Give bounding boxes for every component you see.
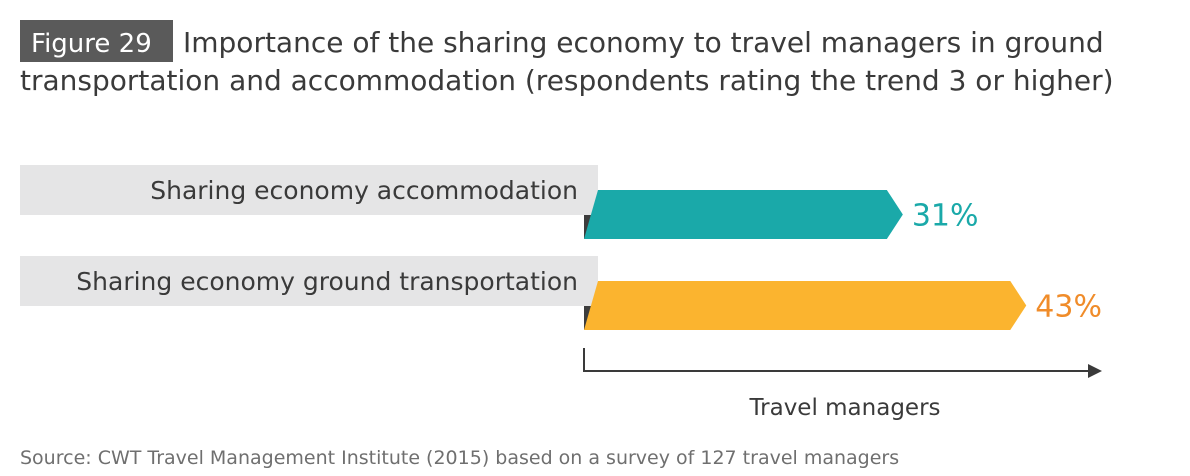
bar-ground-transportation — [584, 281, 1027, 330]
value-label-ground-transportation: 43% — [1035, 290, 1102, 325]
chart-title-line-2: transportation and accommodation (respon… — [20, 64, 1114, 97]
value-label-accommodation: 31% — [912, 199, 979, 234]
bar-accommodation — [584, 190, 903, 239]
category-label-ground-transportation: Sharing economy ground transportation — [76, 267, 578, 296]
figure-tag-label: Figure 29 — [31, 29, 152, 59]
x-axis-label: Travel managers — [748, 395, 940, 421]
category-label-accommodation: Sharing economy accommodation — [150, 176, 578, 205]
x-axis-arrow — [1088, 364, 1102, 378]
chart-title-line-1: Importance of the sharing economy to tra… — [183, 26, 1104, 59]
category-label-bg-ground-transportation — [20, 256, 598, 306]
bars-group: Sharing economy accommodation 31% Sharing … — [20, 165, 1102, 330]
category-label-bg-accommodation — [20, 165, 598, 215]
x-axis: Travel managers — [583, 348, 1102, 421]
figure-tag — [20, 20, 173, 62]
source-note: Source: CWT Travel Management Institute … — [20, 447, 899, 469]
